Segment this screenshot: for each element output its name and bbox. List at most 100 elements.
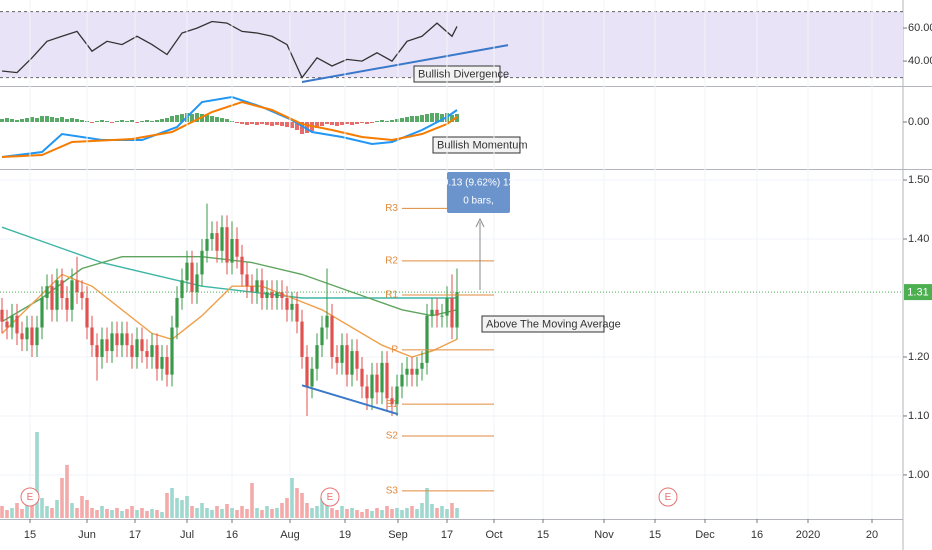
volume-bar [410, 506, 414, 518]
volume-bar [255, 508, 259, 518]
histogram-bar [195, 113, 199, 122]
annotation-box [432, 136, 521, 154]
volume-bar [240, 506, 244, 518]
candle-body [175, 297, 179, 328]
y-tick-label: 60.00 [908, 22, 932, 34]
histogram-bar [55, 118, 59, 122]
histogram-bar [260, 122, 264, 124]
candle-body [200, 250, 204, 275]
volume-bar [305, 503, 309, 518]
candle-body [15, 315, 19, 334]
histogram-bar [20, 119, 24, 122]
candle-body [140, 339, 144, 352]
histogram-bar [355, 122, 359, 124]
candle-body [10, 315, 14, 328]
candle-body [60, 280, 64, 298]
histogram-bar [315, 122, 319, 128]
annotation: Bullish Momentum [437, 139, 527, 151]
volume-bar [175, 498, 179, 518]
candle-body [100, 339, 104, 357]
volume-bar [435, 508, 439, 518]
candle-body [395, 386, 399, 405]
x-tick-label: Jun [78, 529, 96, 541]
candle-body [45, 286, 49, 298]
histogram-bar [300, 122, 304, 134]
volume-bar [200, 503, 204, 518]
volume-bar [80, 496, 84, 518]
candle-body [20, 333, 24, 340]
candle-body [105, 339, 109, 352]
candle-body [255, 280, 259, 293]
x-tick-label: Aug [280, 529, 300, 541]
candle-body [65, 297, 69, 310]
candle-body [125, 333, 129, 346]
candle-body [355, 351, 359, 369]
volume-bar [155, 510, 159, 518]
histogram-bar [210, 116, 214, 122]
volume-bar [245, 509, 249, 518]
volume-bar [295, 488, 299, 518]
volume-bar [150, 509, 154, 518]
candle-body [365, 386, 369, 399]
volume-bar [265, 506, 269, 518]
volume-bar [310, 508, 314, 518]
histogram-bar [285, 122, 289, 127]
x-tick-label: 2020 [796, 529, 820, 541]
histogram-bar [320, 122, 324, 126]
volume-bar [315, 506, 319, 518]
volume-bar [90, 508, 94, 518]
volume-bar [380, 510, 384, 518]
volume-bar [10, 508, 14, 518]
event-label: E [27, 492, 34, 503]
histogram-bar [140, 121, 144, 122]
candle-body [170, 327, 174, 375]
histogram-bar [360, 122, 364, 123]
volume-bar [340, 506, 344, 518]
volume-bar [45, 506, 49, 518]
candle-body [415, 368, 419, 375]
histogram-bar [30, 117, 34, 122]
histogram-bar [100, 120, 104, 122]
volume-bar [35, 432, 39, 518]
pivot-label: R3 [385, 203, 398, 214]
x-tick-label: 19 [339, 529, 351, 541]
candle-body [375, 374, 379, 393]
volume-bar [165, 493, 169, 518]
volume-bar [125, 509, 129, 518]
candle-body [420, 362, 424, 369]
candle-body [285, 297, 289, 310]
histogram-bar [5, 118, 9, 122]
volume-bar [405, 508, 409, 518]
volume-bar [100, 506, 104, 518]
volume-bar [360, 512, 364, 518]
candle-body [50, 286, 54, 310]
volume-bar [250, 483, 254, 518]
histogram-bar [295, 122, 299, 130]
x-tick-label: Nov [594, 529, 614, 541]
x-tick-label: 16 [751, 529, 763, 541]
volume-bar [105, 509, 109, 518]
candle-body [260, 280, 264, 298]
histogram-bar [450, 115, 454, 122]
histogram-bar [70, 118, 74, 122]
candle-body [225, 227, 229, 263]
volume-bar [60, 478, 64, 518]
volume-bar [325, 503, 329, 518]
pivot-label: P [391, 345, 398, 356]
histogram-bar [390, 120, 394, 122]
candle-body [275, 292, 279, 298]
macd-line [1, 100, 458, 158]
candle-body [325, 315, 329, 328]
histogram-bar [50, 117, 54, 122]
histogram-bar [175, 115, 179, 122]
volume-bar [85, 500, 89, 518]
candle-body [35, 327, 39, 346]
candle-body [455, 292, 459, 328]
volume-bar [40, 498, 44, 518]
histogram-bar [255, 122, 259, 125]
candle-body [360, 368, 364, 387]
histogram-bar [130, 120, 134, 122]
volume-bar [75, 508, 79, 518]
pivot-label: S3 [386, 486, 399, 497]
